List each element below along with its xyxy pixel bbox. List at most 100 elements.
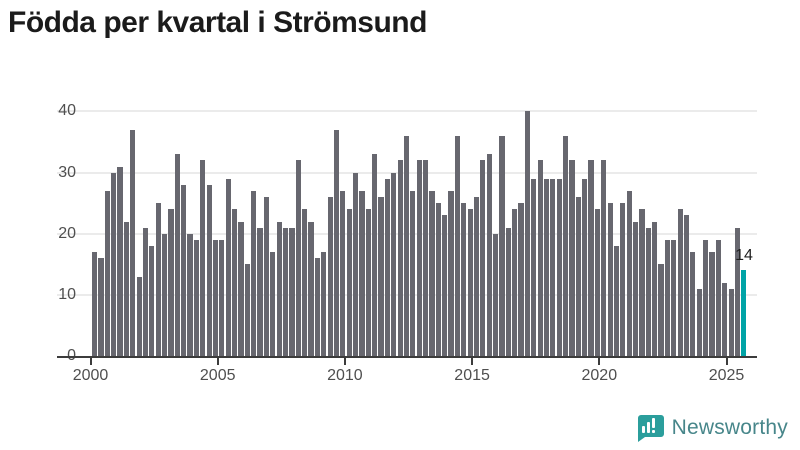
bar (155, 203, 161, 356)
bar (499, 135, 505, 356)
x-axis-tick-label: 2010 (327, 367, 363, 384)
bar (594, 209, 601, 356)
bar (671, 239, 677, 356)
bar (601, 160, 607, 356)
y-axis-tick-label: 20 (58, 224, 76, 242)
bar (550, 178, 556, 356)
bar (537, 160, 543, 356)
x-axis-tick-label: 2000 (72, 367, 109, 384)
bar (467, 209, 473, 356)
bar (257, 227, 263, 356)
y-axis-tick-label: 10 (58, 285, 76, 303)
bar (181, 184, 187, 356)
bar (429, 190, 435, 356)
bar (98, 258, 104, 356)
bar (658, 264, 664, 356)
bar (563, 135, 569, 356)
bar (524, 111, 530, 356)
bar (384, 178, 390, 356)
bar (492, 233, 499, 356)
bar (378, 197, 384, 356)
bar (543, 178, 550, 356)
bar (168, 209, 174, 356)
bar (703, 239, 709, 356)
bar (174, 154, 180, 356)
bar (664, 239, 671, 356)
bar (435, 203, 441, 356)
bar (728, 288, 734, 356)
bar (225, 178, 231, 356)
bar (321, 252, 327, 356)
bar (372, 154, 378, 356)
bar (340, 190, 346, 356)
x-axis-tick (216, 358, 219, 365)
bar (263, 197, 270, 356)
bar (461, 203, 467, 356)
bar (620, 203, 626, 356)
bar (410, 190, 416, 356)
bar (677, 209, 683, 356)
bar (117, 166, 123, 356)
bar (683, 215, 690, 356)
bar (531, 178, 537, 356)
bar (416, 160, 422, 356)
bar (282, 227, 289, 356)
bar (722, 282, 728, 356)
bar (200, 160, 206, 356)
newsworthy-logo-icon (634, 413, 664, 443)
bar (276, 221, 282, 356)
bar (289, 227, 295, 356)
highlight-value-label: 14 (735, 247, 753, 264)
x-axis-tick (343, 358, 346, 365)
bar (142, 227, 149, 356)
bar (403, 135, 410, 356)
bar (512, 209, 518, 356)
bar (365, 209, 371, 356)
x-axis-tick (471, 358, 474, 365)
bar (212, 239, 219, 356)
x-axis-tick-label: 2005 (199, 367, 236, 384)
bar (473, 197, 480, 356)
bar (690, 252, 696, 356)
newsworthy-logo-text: Newsworthy (671, 416, 788, 439)
x-axis-tick (89, 358, 92, 365)
bar (633, 221, 639, 356)
bar (639, 209, 645, 356)
bar (569, 160, 575, 356)
bar (346, 209, 352, 356)
x-axis-tick-label: 2015 (454, 367, 490, 384)
bar (111, 172, 117, 356)
bar (92, 252, 98, 356)
bar (104, 190, 110, 356)
x-axis-tick-label: 2020 (581, 367, 618, 384)
bar (352, 172, 359, 356)
bar (575, 197, 581, 356)
bar (397, 160, 403, 356)
x-axis-tick (598, 358, 601, 365)
bar (308, 221, 314, 356)
bar (302, 209, 308, 356)
bar (422, 160, 429, 356)
bar (582, 178, 588, 356)
bar (442, 215, 448, 356)
newsworthy-branding: Newsworthy (634, 412, 788, 444)
bar (219, 239, 225, 356)
bar (232, 209, 238, 356)
bar (130, 129, 136, 356)
bar (251, 190, 257, 356)
bar (607, 203, 613, 356)
bar (645, 227, 651, 356)
bar (556, 178, 562, 356)
bar (696, 288, 702, 356)
bar (206, 184, 212, 356)
bar (709, 252, 715, 356)
bar (333, 129, 340, 356)
bar (136, 276, 142, 356)
gridline-y40 (57, 110, 757, 113)
bar (480, 160, 486, 356)
bar (314, 258, 320, 356)
bar (626, 190, 632, 356)
bar (187, 233, 193, 356)
bar (486, 154, 492, 356)
